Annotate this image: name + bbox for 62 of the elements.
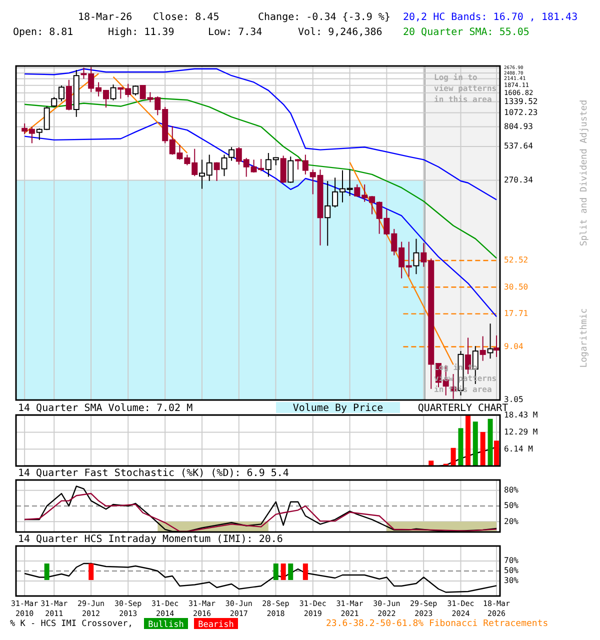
- legend-title: % K - HCS IMI Crossover,: [10, 619, 133, 629]
- candlestick: [214, 162, 220, 182]
- y-tick-label: 18.43 M: [504, 410, 538, 420]
- ref-line-label: 17.71: [504, 308, 528, 318]
- text: Logarithmic: [579, 308, 590, 368]
- bar: [450, 448, 456, 466]
- y-tick-label: 70%: [504, 556, 519, 566]
- text: 23.6-38.2-50-61.8% Fibonacci Retracements: [326, 619, 548, 629]
- candlestick: [280, 155, 286, 184]
- y-tick-label: 537.64: [504, 142, 534, 151]
- y-tick-label: 6.14 M: [504, 444, 534, 454]
- y-tick-label: 50%: [504, 501, 519, 510]
- text: High: 11.39: [108, 27, 174, 38]
- text: Open: 8.81: [13, 27, 74, 38]
- bar: [466, 416, 471, 466]
- bar: [472, 422, 478, 466]
- candlestick: [413, 238, 420, 275]
- text: 20 Quarter SMA: 55.05: [403, 27, 530, 38]
- candlestick: [110, 84, 116, 101]
- text: Bullish: [148, 620, 184, 630]
- text: Split and Dividend Adjusted: [579, 100, 590, 246]
- candlestick: [288, 156, 294, 184]
- ref-line-label: 52.52: [504, 256, 528, 265]
- line-series: [24, 68, 498, 200]
- candlestick: [494, 334, 500, 358]
- chart-title: 14 Quarter HCS Intraday Momentum (IMI): 20.6: [18, 534, 283, 545]
- text: Close: 8.45: [153, 12, 220, 23]
- annotation: Log in to view patterns in this area: [434, 73, 497, 104]
- text: Change: -0.34 {-3.9 %}: [258, 12, 390, 23]
- y-tick-label: 80%: [504, 486, 519, 495]
- y-tick-label: 3.05: [504, 395, 524, 404]
- candlestick: [480, 336, 486, 362]
- y-tick-label: 804.93: [504, 122, 534, 131]
- text: 18-Mar-26: [78, 12, 132, 23]
- y-tick-label: 1339.52: [504, 96, 538, 106]
- y-tick-label: 20%: [504, 516, 519, 526]
- y-tick-label: 12.29 M: [504, 427, 538, 436]
- line-series: [24, 98, 498, 259]
- bar: [458, 428, 464, 466]
- candlestick: [66, 79, 72, 111]
- ref-line-label: 30.50: [504, 282, 528, 292]
- y-tick-label: 50%: [504, 566, 519, 576]
- line-series: [24, 122, 498, 318]
- line-series: [24, 492, 498, 532]
- bar: [494, 440, 500, 466]
- y-tick-label: 30%: [504, 576, 519, 586]
- line-series: [24, 562, 498, 593]
- chart-title: 14 Quarter SMA Volume: 7.02 M: [18, 403, 193, 414]
- chart-title: 14 Quarter Fast Stochastic (%K) (%D): 6.9 5.4: [18, 468, 289, 479]
- text: 20,2 HC Bands: 16.70 , 181.43: [403, 12, 578, 23]
- y-tick-label: 270.34: [504, 175, 534, 184]
- bar: [428, 460, 434, 466]
- candlestick: [132, 85, 139, 96]
- bar: [480, 432, 486, 466]
- y-tick-label: 1072.23: [504, 108, 538, 117]
- text: Low: 7.34: [208, 27, 262, 38]
- text: Volume By Price: [292, 403, 384, 414]
- ref-line-label: 9.04: [504, 342, 524, 351]
- candlestick: [487, 323, 494, 360]
- bar: [488, 418, 493, 466]
- text: Bearish: [198, 620, 234, 630]
- text: Vol: 9,246,386: [298, 27, 382, 38]
